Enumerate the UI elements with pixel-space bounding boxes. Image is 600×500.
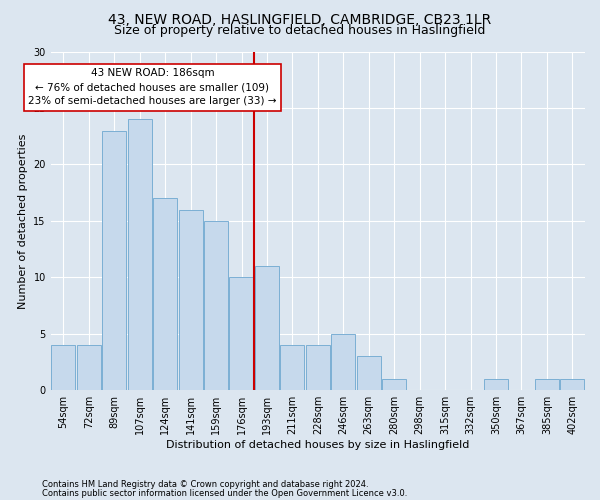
Bar [102,130,127,390]
Bar [356,356,381,390]
Bar [484,379,508,390]
Bar [52,345,76,390]
Y-axis label: Number of detached properties: Number of detached properties [18,133,28,308]
Text: 43 NEW ROAD: 186sqm
← 76% of detached houses are smaller (109)
23% of semi-detac: 43 NEW ROAD: 186sqm ← 76% of detached ho… [28,68,277,106]
Text: 43, NEW ROAD, HASLINGFIELD, CAMBRIDGE, CB23 1LR: 43, NEW ROAD, HASLINGFIELD, CAMBRIDGE, C… [109,12,491,26]
Bar [77,345,101,390]
Bar [560,379,584,390]
Text: Contains HM Land Registry data © Crown copyright and database right 2024.: Contains HM Land Registry data © Crown c… [42,480,368,489]
Bar [255,266,279,390]
Bar [153,198,177,390]
X-axis label: Distribution of detached houses by size in Haslingfield: Distribution of detached houses by size … [166,440,470,450]
Text: Contains public sector information licensed under the Open Government Licence v3: Contains public sector information licen… [42,488,407,498]
Bar [331,334,355,390]
Text: Size of property relative to detached houses in Haslingfield: Size of property relative to detached ho… [115,24,485,37]
Bar [128,119,152,390]
Bar [179,210,203,390]
Bar [204,221,228,390]
Bar [306,345,330,390]
Bar [535,379,559,390]
Bar [280,345,304,390]
Bar [382,379,406,390]
Bar [229,278,254,390]
